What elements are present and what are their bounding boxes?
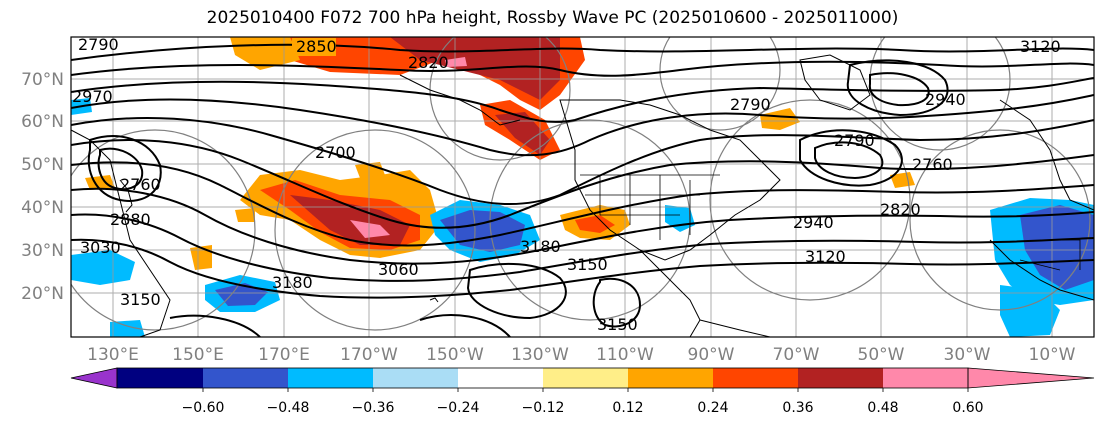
- colorbar-segment: [543, 368, 628, 388]
- contour-label: 2700: [315, 143, 356, 162]
- contour-label: 3060: [378, 260, 419, 279]
- colorbar-segment: [883, 368, 968, 388]
- colorbar-max-extension: [967, 367, 1095, 389]
- contour-label: 2940: [925, 90, 966, 109]
- contour-label: 2970: [72, 87, 113, 106]
- shade-sw-blue: [71, 250, 135, 285]
- colorbar-tick-label: −0.12: [522, 400, 565, 416]
- colorbar-tick-label: 0.48: [867, 400, 898, 416]
- colorbar-segment: [713, 368, 798, 388]
- contour-labels: 2850 2820 2790 2970 2760 2700 2880 3030 …: [72, 35, 1061, 334]
- shade-small-orange-3: [190, 245, 212, 270]
- colorbar-min-extension: [70, 367, 118, 389]
- coast-japan: [119, 179, 133, 213]
- colorbar: −0.60 −0.48 −0.36 −0.24 −0.12 0.12 0.24 …: [70, 367, 1095, 416]
- contour-label: 2820: [408, 53, 449, 72]
- contour-label: 3180: [272, 273, 313, 292]
- shade-small-orange-1: [355, 162, 385, 178]
- coast-europe: [999, 99, 1094, 211]
- political-borders: [580, 174, 1081, 271]
- coast-africa: [989, 239, 1094, 301]
- contour-label: 3120: [805, 247, 846, 266]
- contour-label: 3150: [120, 290, 161, 309]
- shade-us-red: [575, 215, 615, 233]
- lat-label: 50°N: [21, 155, 64, 175]
- coast-south-america: [699, 319, 771, 337]
- coast-north-america: [559, 99, 781, 261]
- lon-label: 150°E: [172, 345, 224, 365]
- contour-label: 3180: [520, 237, 561, 256]
- contour-label: 3150: [597, 315, 638, 334]
- coast-hawaii: [429, 297, 439, 303]
- lon-label: 150°W: [426, 345, 484, 365]
- shade-pacific-pink: [350, 220, 390, 238]
- shade-atl-orange-1: [760, 108, 800, 130]
- shade-small-orange-2: [235, 208, 255, 222]
- lat-label: 40°N: [21, 198, 64, 218]
- coast-asia: [71, 129, 171, 337]
- shade-north-pink: [445, 57, 467, 67]
- colorbar-segment: [628, 368, 713, 388]
- latitude-labels: 70°N 60°N 50°N 40°N 30°N 20°N: [21, 70, 64, 304]
- lon-label: 70°W: [773, 345, 820, 365]
- colorbar-tick-label: −0.60: [182, 400, 225, 416]
- contour-label: 2760: [120, 175, 161, 194]
- contour-label: 2820: [880, 200, 921, 219]
- lon-label: 50°W: [858, 345, 905, 365]
- contour-label: 2760: [912, 155, 953, 174]
- contour-label: 2940: [793, 213, 834, 232]
- colorbar-tick-label: 0.60: [952, 400, 983, 416]
- colorbar-segment: [117, 368, 203, 388]
- lon-label: 130°E: [87, 345, 139, 365]
- contour-label: 2790: [78, 35, 119, 54]
- map-content: 2850 2820 2790 2970 2760 2700 2880 3030 …: [71, 35, 1094, 337]
- lon-label: 30°W: [944, 345, 991, 365]
- lon-label: 170°E: [258, 345, 310, 365]
- lon-label: 170°W: [340, 345, 398, 365]
- colorbar-tick-label: 0.24: [697, 400, 728, 416]
- height-contours: [71, 43, 1094, 337]
- map-border: [70, 36, 1095, 338]
- contour-label: 2880: [110, 210, 151, 229]
- lat-label: 70°N: [21, 70, 64, 90]
- contour-label: 3030: [80, 238, 121, 257]
- anomaly-shading: [71, 37, 1094, 337]
- contour-label: 3150: [567, 255, 608, 274]
- shade-sw-blue-4: [110, 320, 145, 337]
- map-title: 2025010400 F072 700 hPa height, Rossby W…: [206, 8, 899, 28]
- contour-label: 2790: [730, 95, 771, 114]
- colorbar-tick-label: 0.12: [612, 400, 643, 416]
- lon-label: 130°W: [511, 345, 569, 365]
- colorbar-segment: [798, 368, 883, 388]
- longitude-labels: 130°E 150°E 170°E 170°W 150°W 130°W 110°…: [87, 345, 1076, 365]
- contour-label: 2790: [834, 131, 875, 150]
- colorbar-segment: [203, 368, 288, 388]
- lat-label: 30°N: [21, 241, 64, 261]
- graticule: [71, 37, 1094, 337]
- contour-label: 3120: [1020, 37, 1061, 56]
- contour-label: 2850: [296, 37, 337, 56]
- colorbar-segment: [458, 368, 543, 388]
- colorbar-tick-label: −0.36: [352, 400, 395, 416]
- colorbar-tick-label: −0.24: [437, 400, 480, 416]
- lon-label: 10°W: [1029, 345, 1076, 365]
- lon-label: 110°W: [596, 345, 654, 365]
- colorbar-tick-label: 0.36: [782, 400, 813, 416]
- colorbar-segment: [288, 368, 373, 388]
- coast-central-america: [639, 249, 701, 337]
- coast-alaska: [399, 74, 521, 126]
- lat-label: 20°N: [21, 284, 64, 304]
- colorbar-segment: [373, 368, 458, 388]
- lat-label: 60°N: [21, 112, 64, 132]
- colorbar-tick-label: −0.48: [267, 400, 310, 416]
- lon-label: 90°W: [688, 345, 735, 365]
